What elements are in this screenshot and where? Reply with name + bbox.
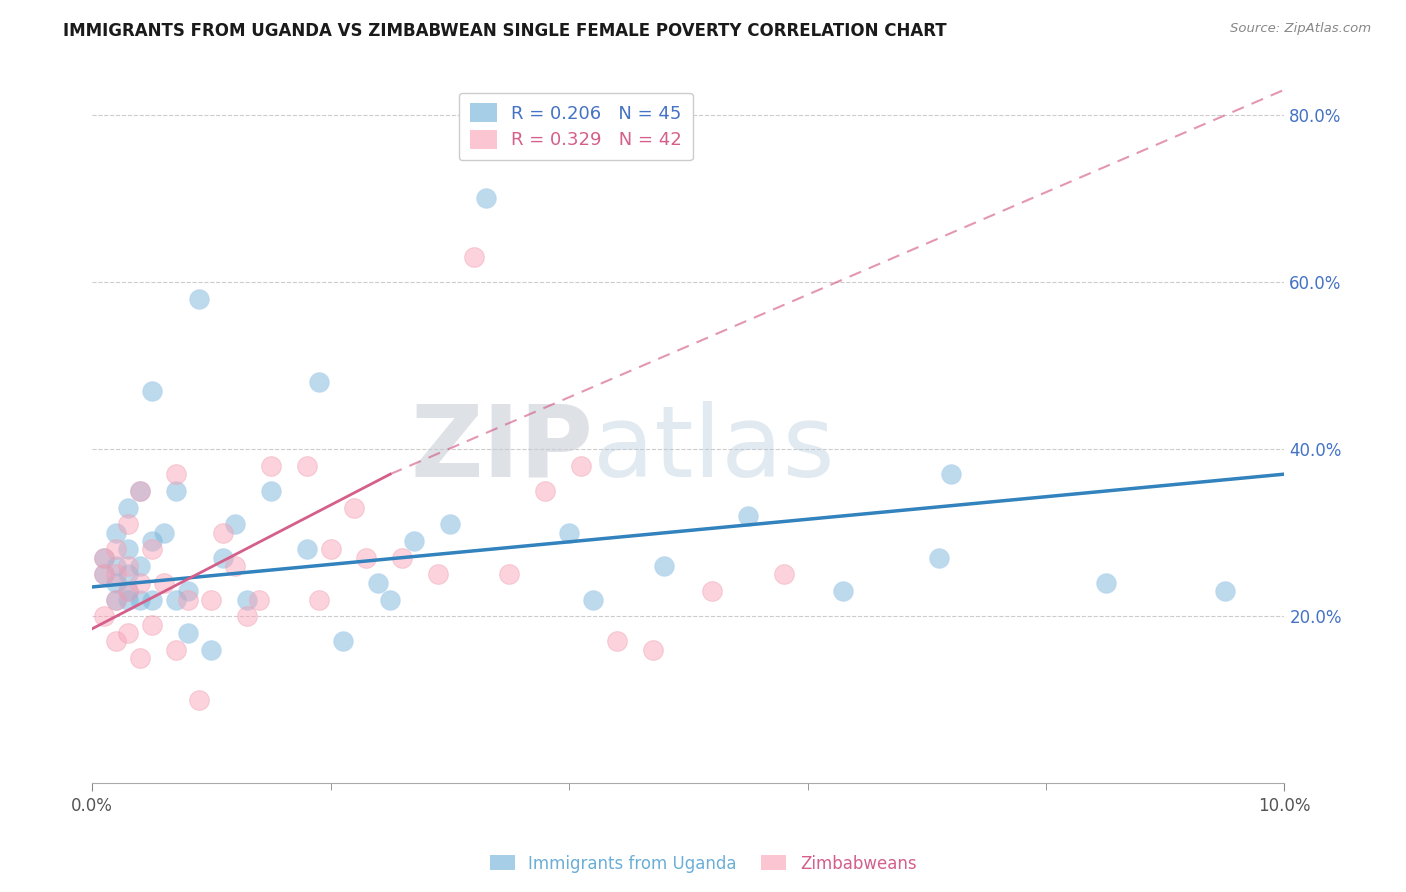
Point (558, 525, 581, 540)
Point (105, 575, 128, 590)
Point (295, 458, 318, 473)
Point (165, 592, 187, 607)
Point (105, 559, 128, 574)
Point (1213, 584, 1236, 599)
Point (641, 642, 664, 657)
Point (141, 384, 163, 398)
Point (426, 567, 449, 582)
Point (176, 626, 198, 640)
Point (319, 542, 342, 557)
Point (200, 642, 222, 657)
Point (117, 592, 139, 607)
Point (247, 592, 270, 607)
Point (141, 592, 163, 607)
Point (367, 575, 389, 590)
Point (128, 559, 150, 574)
Point (928, 550, 950, 565)
Point (117, 500, 139, 515)
Point (702, 584, 724, 599)
Point (939, 467, 962, 482)
Point (832, 584, 855, 599)
Point (212, 525, 235, 540)
Point (498, 567, 520, 582)
Point (772, 567, 794, 582)
Text: Source: ZipAtlas.com: Source: ZipAtlas.com (1230, 22, 1371, 36)
Point (308, 375, 330, 389)
Text: IMMIGRANTS FROM UGANDA VS ZIMBABWEAN SINGLE FEMALE POVERTY CORRELATION CHART: IMMIGRANTS FROM UGANDA VS ZIMBABWEAN SIN… (63, 22, 946, 40)
Point (105, 567, 128, 582)
Point (152, 575, 174, 590)
Point (260, 483, 283, 498)
Point (188, 693, 211, 707)
Point (606, 634, 628, 648)
Point (343, 500, 366, 515)
Point (117, 626, 139, 640)
Point (165, 483, 187, 498)
Point (224, 517, 246, 532)
Point (93, 550, 115, 565)
Text: atlas: atlas (593, 401, 835, 498)
Point (380, 592, 402, 607)
Point (654, 559, 676, 574)
Point (356, 550, 378, 565)
Point (236, 609, 259, 624)
Point (93, 609, 115, 624)
Point (117, 542, 139, 557)
Text: ZIP: ZIP (411, 401, 593, 498)
Point (165, 642, 187, 657)
Point (1094, 575, 1116, 590)
Point (128, 651, 150, 665)
Point (200, 592, 222, 607)
Point (165, 467, 187, 482)
Point (569, 458, 592, 473)
Point (117, 567, 139, 582)
Point (176, 584, 198, 599)
Point (105, 542, 128, 557)
Point (391, 550, 413, 565)
Point (260, 458, 283, 473)
Point (439, 517, 461, 532)
Point (295, 542, 318, 557)
Point (404, 534, 426, 549)
Point (93, 567, 115, 582)
Point (212, 550, 235, 565)
Point (93, 567, 115, 582)
Point (128, 483, 150, 498)
Point (474, 191, 496, 205)
Legend: R = 0.206   N = 45, R = 0.329   N = 42: R = 0.206 N = 45, R = 0.329 N = 42 (458, 93, 693, 161)
Point (117, 517, 139, 532)
Point (105, 592, 128, 607)
Point (534, 483, 557, 498)
Point (236, 592, 259, 607)
Point (141, 617, 163, 632)
Point (332, 634, 354, 648)
Point (224, 559, 246, 574)
Point (128, 592, 150, 607)
Point (152, 525, 174, 540)
Legend: Immigrants from Uganda, Zimbabweans: Immigrants from Uganda, Zimbabweans (482, 848, 924, 880)
Point (176, 592, 198, 607)
Point (117, 559, 139, 574)
Point (582, 592, 605, 607)
Point (117, 584, 139, 599)
Point (308, 592, 330, 607)
Point (105, 592, 128, 607)
Point (105, 525, 128, 540)
Point (93, 550, 115, 565)
Point (128, 575, 150, 590)
Point (105, 634, 128, 648)
Point (463, 250, 485, 264)
Point (737, 508, 759, 523)
Point (141, 542, 163, 557)
Point (117, 584, 139, 599)
Point (128, 483, 150, 498)
Point (188, 292, 211, 306)
Point (141, 534, 163, 549)
